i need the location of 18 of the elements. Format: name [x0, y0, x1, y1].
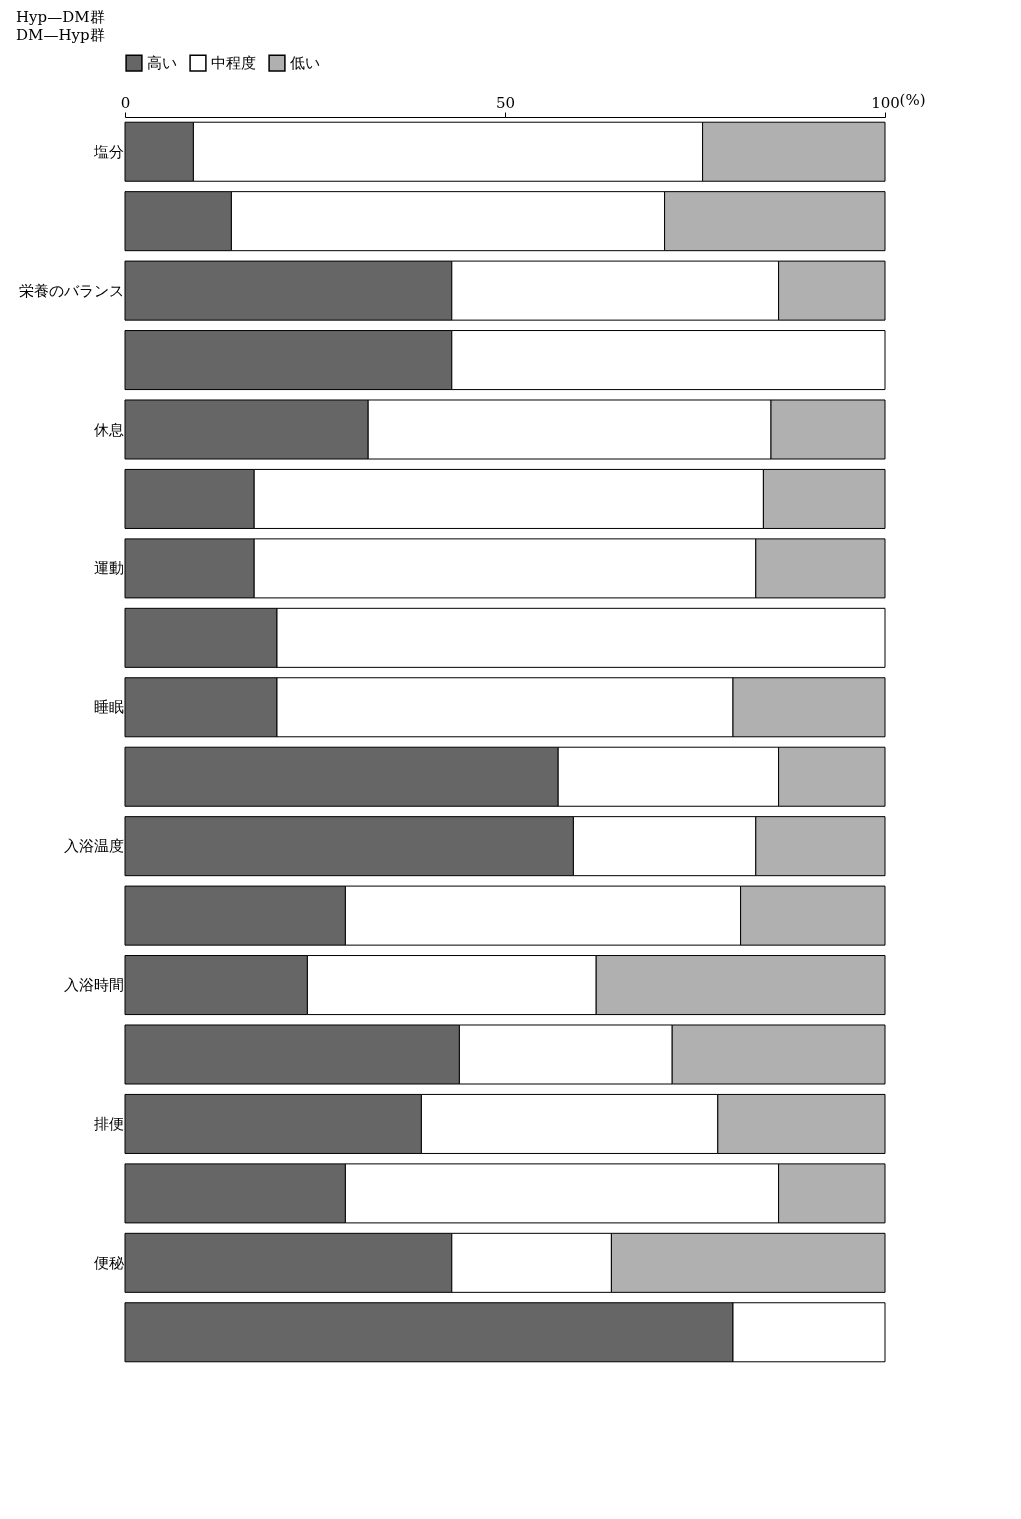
y-tick-label: 排便 — [93, 1114, 124, 1133]
text: DM—Hyp群 — [16, 26, 106, 44]
y-tick-label: 栄養のバランス — [18, 281, 124, 300]
legend-label: 中程度 — [211, 54, 256, 73]
y-tick-label: 塩分 — [92, 142, 124, 161]
x-tick-label: 50 — [495, 93, 516, 112]
legend-label: 高い — [147, 54, 177, 73]
x-tick-label: 0 — [120, 93, 131, 112]
y-tick-label: 休息 — [93, 420, 124, 439]
legend-label: 低い — [290, 54, 320, 73]
x-axis-title: (%) — [899, 90, 926, 109]
y-tick-label: 睡眠 — [93, 698, 124, 717]
text: Hyp—DM群 — [16, 8, 106, 26]
y-tick-label: 入浴時間 — [63, 976, 124, 995]
x-tick-label: 100 — [871, 93, 900, 112]
y-tick-label: 入浴温度 — [63, 837, 124, 856]
y-tick-label: 運動 — [93, 559, 124, 578]
y-tick-label: 便秘 — [93, 1253, 124, 1272]
